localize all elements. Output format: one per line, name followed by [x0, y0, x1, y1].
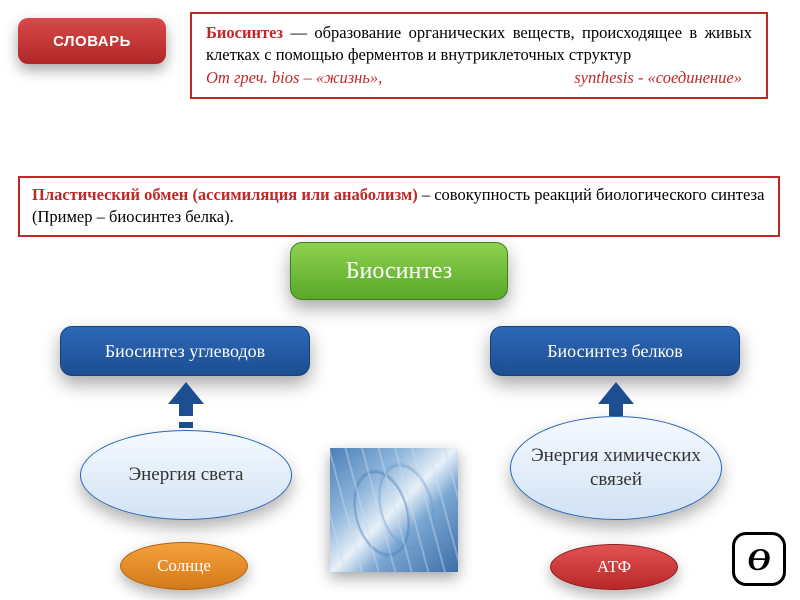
plastic-term: Пластический обмен (ассимиляция или анаб…: [32, 185, 418, 204]
arrow-up-icon: [168, 382, 204, 424]
branch-carbohydrates: Биосинтез углеводов: [60, 326, 310, 376]
source-atp-ellipse: АТФ: [550, 544, 678, 590]
energy-chemical-ellipse: Энергия химических связей: [510, 416, 722, 520]
definition-box: Биосинтез — образование органических вещ…: [190, 12, 768, 99]
energy-light-ellipse: Энергия света: [80, 430, 292, 520]
logo-icon: Ө: [732, 532, 786, 586]
etymology-right: synthesis - «соединение»: [574, 67, 742, 89]
definition-text: — образование органических веществ, прои…: [206, 23, 752, 64]
dictionary-badge: СЛОВАРЬ: [18, 18, 166, 64]
source-sun-ellipse: Солнце: [120, 542, 248, 590]
dna-illustration: [330, 448, 458, 572]
definition-term: Биосинтез: [206, 23, 283, 42]
root-node-biosynthesis: Биосинтез: [290, 242, 508, 300]
plastic-exchange-box: Пластический обмен (ассимиляция или анаб…: [18, 176, 780, 237]
branch-proteins: Биосинтез белков: [490, 326, 740, 376]
etymology-left: От греч. bios – «жизнь»,: [206, 68, 382, 87]
